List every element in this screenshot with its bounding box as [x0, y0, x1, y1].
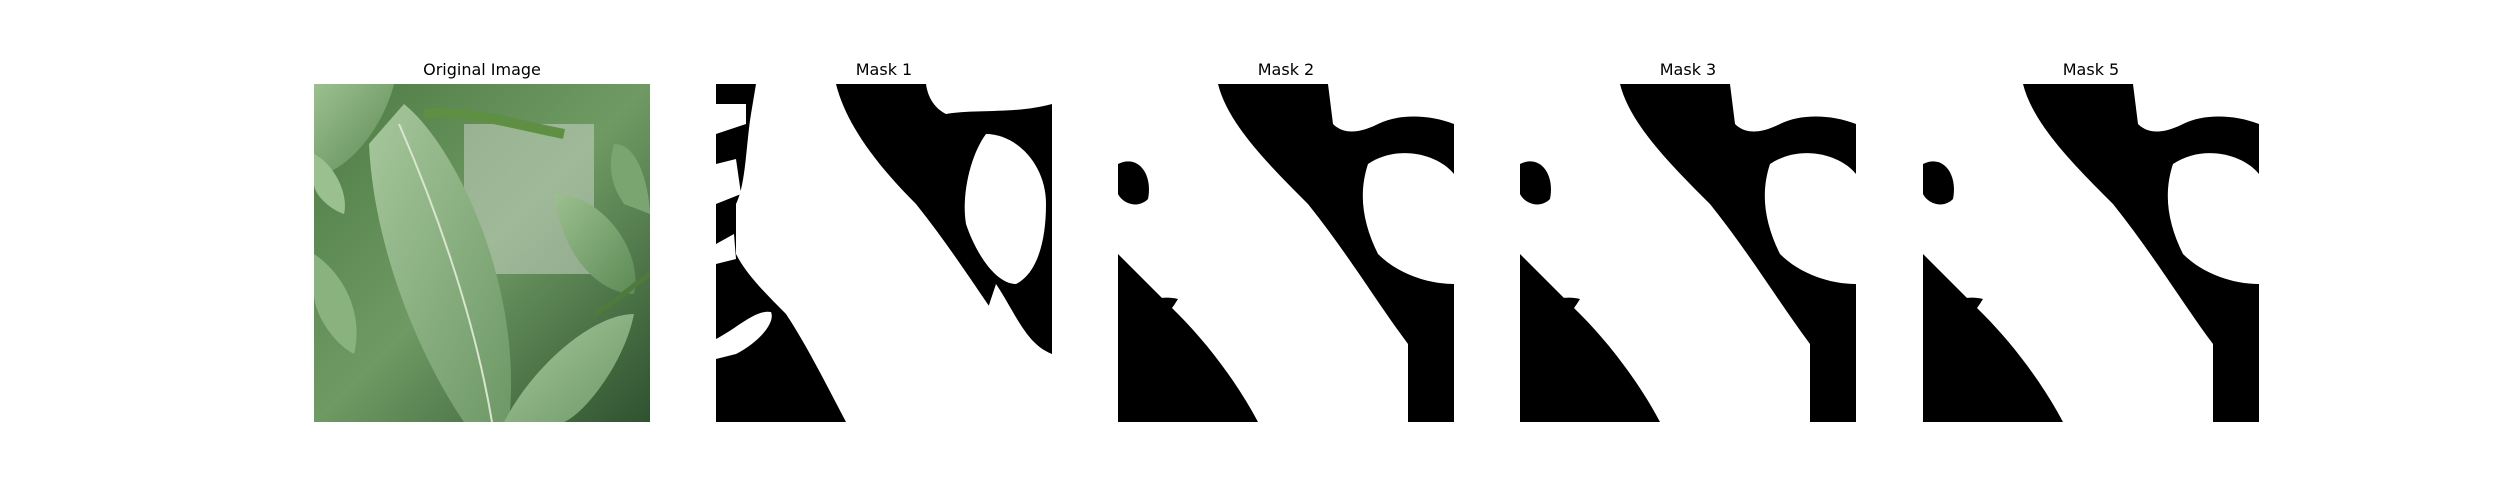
panel-title: Original Image [423, 60, 541, 79]
panel-mask-5: Mask 5 [1923, 60, 2259, 422]
panel-title: Mask 3 [1659, 60, 1717, 79]
panel-title: Mask 2 [1257, 60, 1315, 79]
mask-5-image [1923, 84, 2259, 422]
mask-1-graphic [716, 84, 1052, 422]
mask-3-graphic [1520, 84, 1856, 422]
panel-mask-1: Mask 1 [716, 60, 1052, 422]
mask-2-image [1118, 84, 1454, 422]
original-leaf-photo [314, 84, 650, 422]
panel-mask-3: Mask 3 [1520, 60, 1856, 422]
mask-5-graphic [1923, 84, 2259, 422]
panel-mask-2: Mask 2 [1118, 60, 1454, 422]
panel-title: Mask 5 [2062, 60, 2120, 79]
leaf-photo-graphic [314, 84, 650, 422]
panel-original-image: Original Image [314, 60, 650, 422]
mask-3-image [1520, 84, 1856, 422]
mask-1-image [716, 84, 1052, 422]
mask-2-graphic [1118, 84, 1454, 422]
panel-title: Mask 1 [855, 60, 913, 79]
